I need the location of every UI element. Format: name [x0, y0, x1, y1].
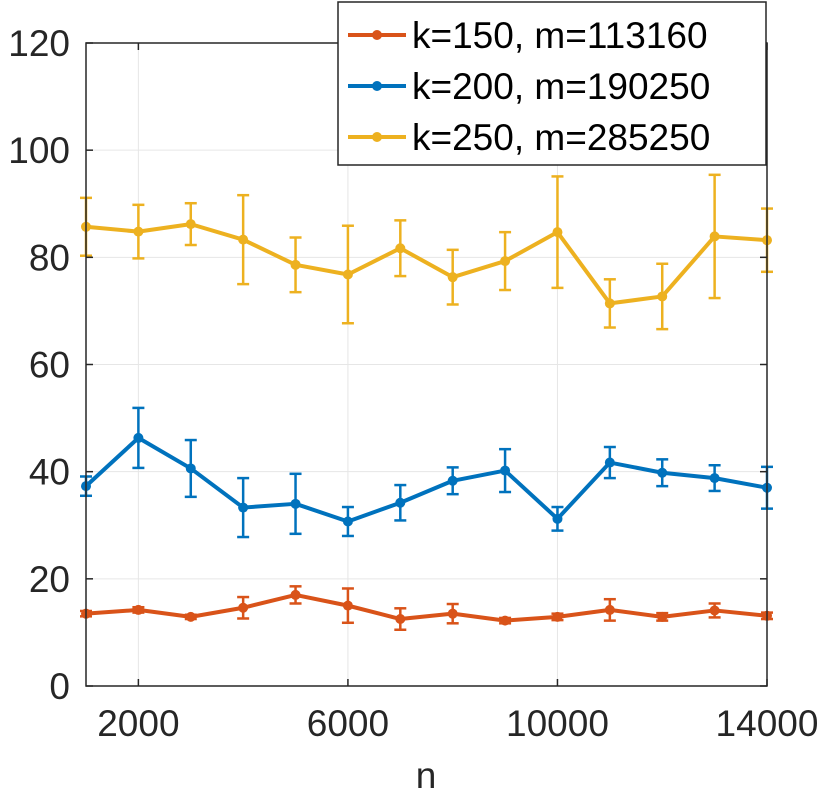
x-tick-label: 10000 — [506, 703, 609, 744]
y-tick-label: 120 — [8, 23, 70, 64]
data-point — [290, 259, 301, 270]
data-point — [709, 231, 720, 242]
legend-swatch-marker — [372, 30, 382, 40]
data-point — [447, 608, 458, 619]
series-line — [85, 222, 768, 306]
data-point — [657, 291, 668, 302]
y-tick-label: 60 — [29, 345, 70, 386]
data-point — [709, 605, 720, 616]
x-axis-label: n — [416, 755, 437, 796]
data-point — [238, 502, 249, 513]
data-point — [500, 256, 511, 267]
y-tick-label: 80 — [29, 237, 70, 278]
y-tick-label: 40 — [29, 452, 70, 493]
data-point — [447, 272, 458, 283]
data-point — [395, 497, 406, 508]
data-point — [395, 614, 406, 625]
data-point — [133, 604, 144, 615]
data-point — [342, 516, 353, 527]
data-point — [238, 602, 249, 613]
legend-label: k=200, m=190250 — [412, 66, 710, 107]
data-point — [342, 600, 353, 611]
data-point — [133, 432, 144, 443]
data-point — [552, 513, 563, 524]
legend-box — [337, 1, 767, 166]
data-point — [290, 498, 301, 509]
data-point — [604, 604, 615, 615]
data-point — [447, 475, 458, 486]
data-point — [395, 243, 406, 254]
axis-ticks: 2000 6000 10000 14000 0 20 40 60 80 100 120 — [8, 23, 818, 744]
data-point — [500, 465, 511, 476]
data-point — [290, 589, 301, 600]
x-tick-label: 2000 — [97, 703, 179, 744]
data-point — [552, 227, 563, 238]
data-point — [552, 611, 563, 622]
legend-label: k=150, m=113160 — [412, 15, 708, 56]
series-line — [84, 435, 768, 524]
data-point — [185, 219, 196, 230]
y-tick-label: 20 — [29, 559, 70, 600]
data-point — [238, 234, 249, 245]
data-point — [185, 463, 196, 474]
data-point — [709, 473, 720, 484]
data-point — [657, 467, 668, 478]
series-line — [85, 592, 768, 623]
data-point — [604, 457, 615, 468]
series-1 — [80, 585, 773, 631]
data-point — [500, 615, 511, 626]
y-tick-label: 100 — [8, 130, 70, 171]
x-tick-label: 6000 — [307, 703, 389, 744]
data-point — [185, 611, 196, 622]
legend-label: k=250, m=285250 — [412, 117, 710, 158]
legend: k=150, m=113160 k=200, m=190250 k=250, m=2… — [337, 1, 767, 166]
x-tick-label: 14000 — [716, 703, 819, 744]
y-tick-label: 0 — [49, 666, 70, 707]
data-point — [657, 611, 668, 622]
data-point — [604, 298, 615, 309]
legend-swatch-marker — [372, 132, 382, 142]
data-point — [342, 269, 353, 280]
legend-swatch-marker — [372, 81, 382, 91]
data-point — [133, 226, 144, 237]
